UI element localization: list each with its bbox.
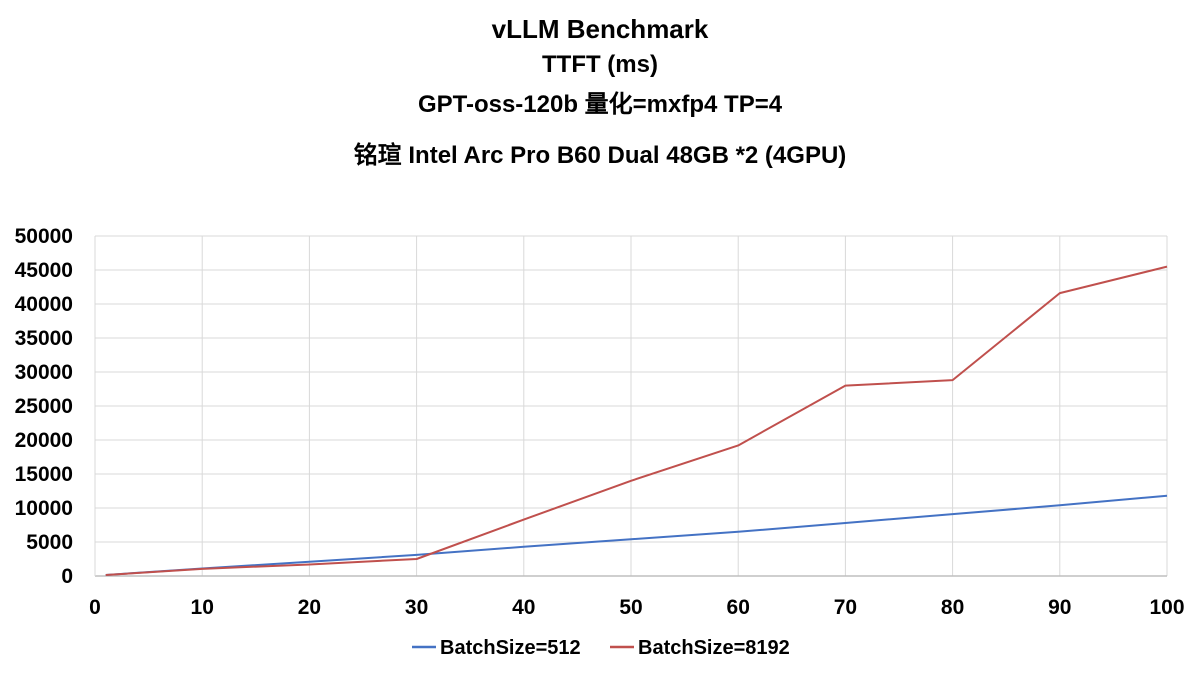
title-line-1: vLLM Benchmark [492,14,709,44]
y-tick-label: 50000 [15,225,73,248]
y-tick-label: 30000 [15,361,73,384]
title-line-2: TTFT (ms) [542,51,658,78]
y-tick-label: 35000 [15,327,73,350]
y-tick-label: 20000 [15,429,73,452]
x-tick-label: 50 [619,596,642,619]
y-tick-label: 25000 [15,395,73,418]
x-tick-label: 90 [1048,596,1071,619]
grid [95,235,1168,576]
legend: BatchSize=512 BatchSize=8192 [412,637,790,659]
x-tick-label: 30 [405,596,428,619]
y-tick-labels: 0 5000 10000 15000 20000 25000 30000 35000 40000… [15,225,73,588]
legend-label-1: BatchSize=512 [440,637,581,659]
x-tick-label: 70 [834,596,857,619]
title-line-4: 铭瑄 Intel Arc Pro B60 Dual 48GB *2 (4GPU) [354,141,847,169]
series-line-2 [105,265,1168,576]
x-tick-label: 60 [727,596,750,619]
x-tick-label: 100 [1149,596,1184,619]
y-tick-label: 0 [61,565,73,588]
chart-title: vLLM Benchmark TTFT (ms) GPT-oss-120b 量化… [354,14,847,169]
y-tick-label: 40000 [15,293,73,316]
x-tick-label: 20 [298,596,321,619]
y-tick-label: 45000 [15,259,73,282]
series-lines [105,265,1168,576]
series-line-1 [105,494,1168,576]
y-tick-label: 10000 [15,497,73,520]
x-tick-labels: 0 10 20 30 40 50 60 70 80 90 100 [89,596,1184,619]
x-tick-label: 10 [191,596,214,619]
x-tick-label: 40 [512,596,535,619]
title-line-3: GPT-oss-120b 量化=mxfp4 TP=4 [418,90,783,118]
x-tick-label: 80 [941,596,964,619]
y-tick-label: 15000 [15,463,73,486]
legend-label-2: BatchSize=8192 [638,637,790,659]
y-tick-label: 5000 [26,531,73,554]
axes [94,236,1167,577]
x-tick-label: 0 [89,596,101,619]
